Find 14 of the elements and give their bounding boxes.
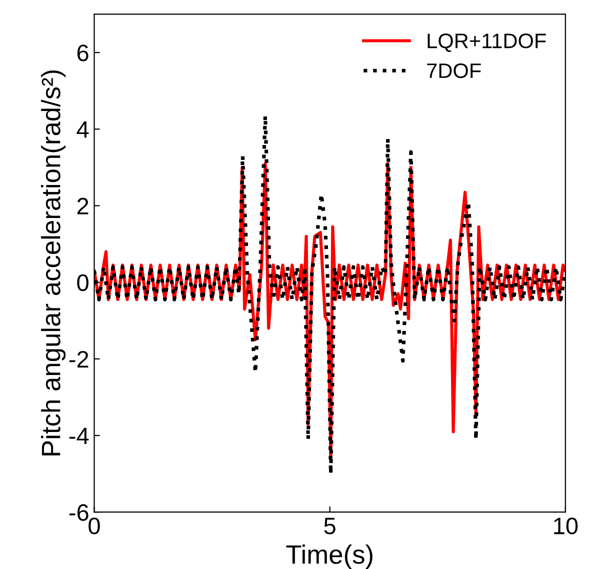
y-tick-label: -2 [69,350,88,368]
x-tick-label: 5 [324,518,336,534]
y-tick-label: 6 [77,44,88,62]
y-tick-label: 2 [77,198,88,214]
x-tick-label: 10 [554,518,578,534]
legend-label: LQR+11DOF [428,34,546,52]
y-axis-title: Pitch angular acceleration(rad/s²) [41,70,66,456]
x-tick-label: 0 [88,518,100,534]
y-tick-label: -4 [69,428,89,444]
y-tick-label: -6 [69,504,88,521]
y-tick-label: 0 [77,274,88,292]
y-tick-label: 4 [76,121,89,138]
legend-label: 7DOF [427,63,481,78]
x-axis-title: Time(s) [286,544,372,569]
